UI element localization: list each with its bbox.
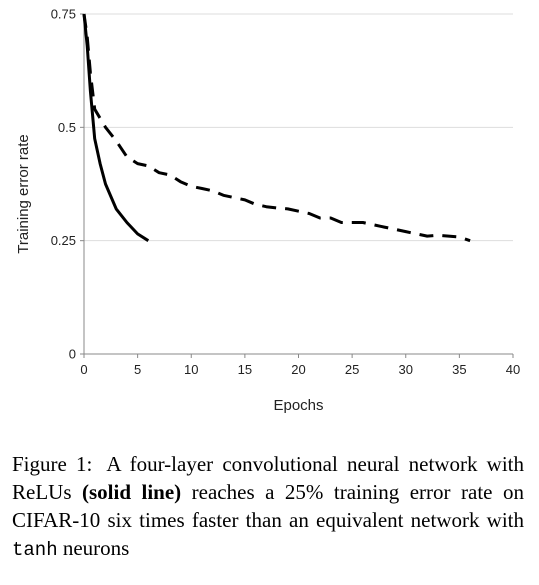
tick-labels: 0 0.25 0.5 0.75 0 5 10 15 20 25 30 35 40	[51, 7, 521, 378]
x-tick-label: 35	[452, 362, 466, 377]
y-tick-label: 0.75	[51, 7, 76, 22]
y-tick-label: 0.5	[58, 120, 76, 135]
x-tick-label: 20	[291, 362, 305, 377]
x-tick-label: 0	[80, 362, 87, 377]
x-tick-label: 25	[345, 362, 359, 377]
figure-caption: Figure 1: A four-layer convolutional neu…	[12, 450, 524, 564]
caption-text-3: neurons	[57, 536, 130, 560]
gridlines	[84, 13, 513, 242]
x-tick-label: 30	[399, 362, 413, 377]
x-tick-label: 40	[506, 362, 520, 377]
y-tick-label: 0	[69, 347, 76, 362]
caption-text-1: A four-layer convolutional neural networ…	[12, 452, 524, 504]
y-axis-title: Training error rate	[15, 134, 32, 254]
x-tick-label: 10	[184, 362, 198, 377]
axes	[80, 13, 514, 358]
x-tick-label: 15	[238, 362, 252, 377]
y-tick-label: 0.25	[51, 233, 76, 248]
x-tick-label: 5	[134, 362, 141, 377]
training-error-chart: 0 0.25 0.5 0.75 0 5 10 15 20 25 30 35 40 Epochs Trai…	[15, 7, 521, 415]
dashed-series-line	[82, 13, 471, 243]
caption-text-2: reaches a 25% training error rate on CIF…	[12, 480, 524, 532]
x-axis-title: Epochs	[273, 397, 323, 414]
series-lines	[82, 13, 471, 243]
caption-code: tanh	[12, 539, 58, 561]
figure-label: Figure 1:	[12, 452, 93, 476]
caption-bold-text: (solid line)	[82, 480, 182, 504]
